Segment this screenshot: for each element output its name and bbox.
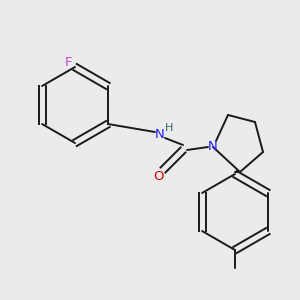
- Text: H: H: [165, 123, 173, 133]
- Text: N: N: [155, 128, 165, 142]
- Text: O: O: [154, 169, 164, 182]
- Text: F: F: [64, 56, 72, 70]
- Text: N: N: [208, 140, 218, 154]
